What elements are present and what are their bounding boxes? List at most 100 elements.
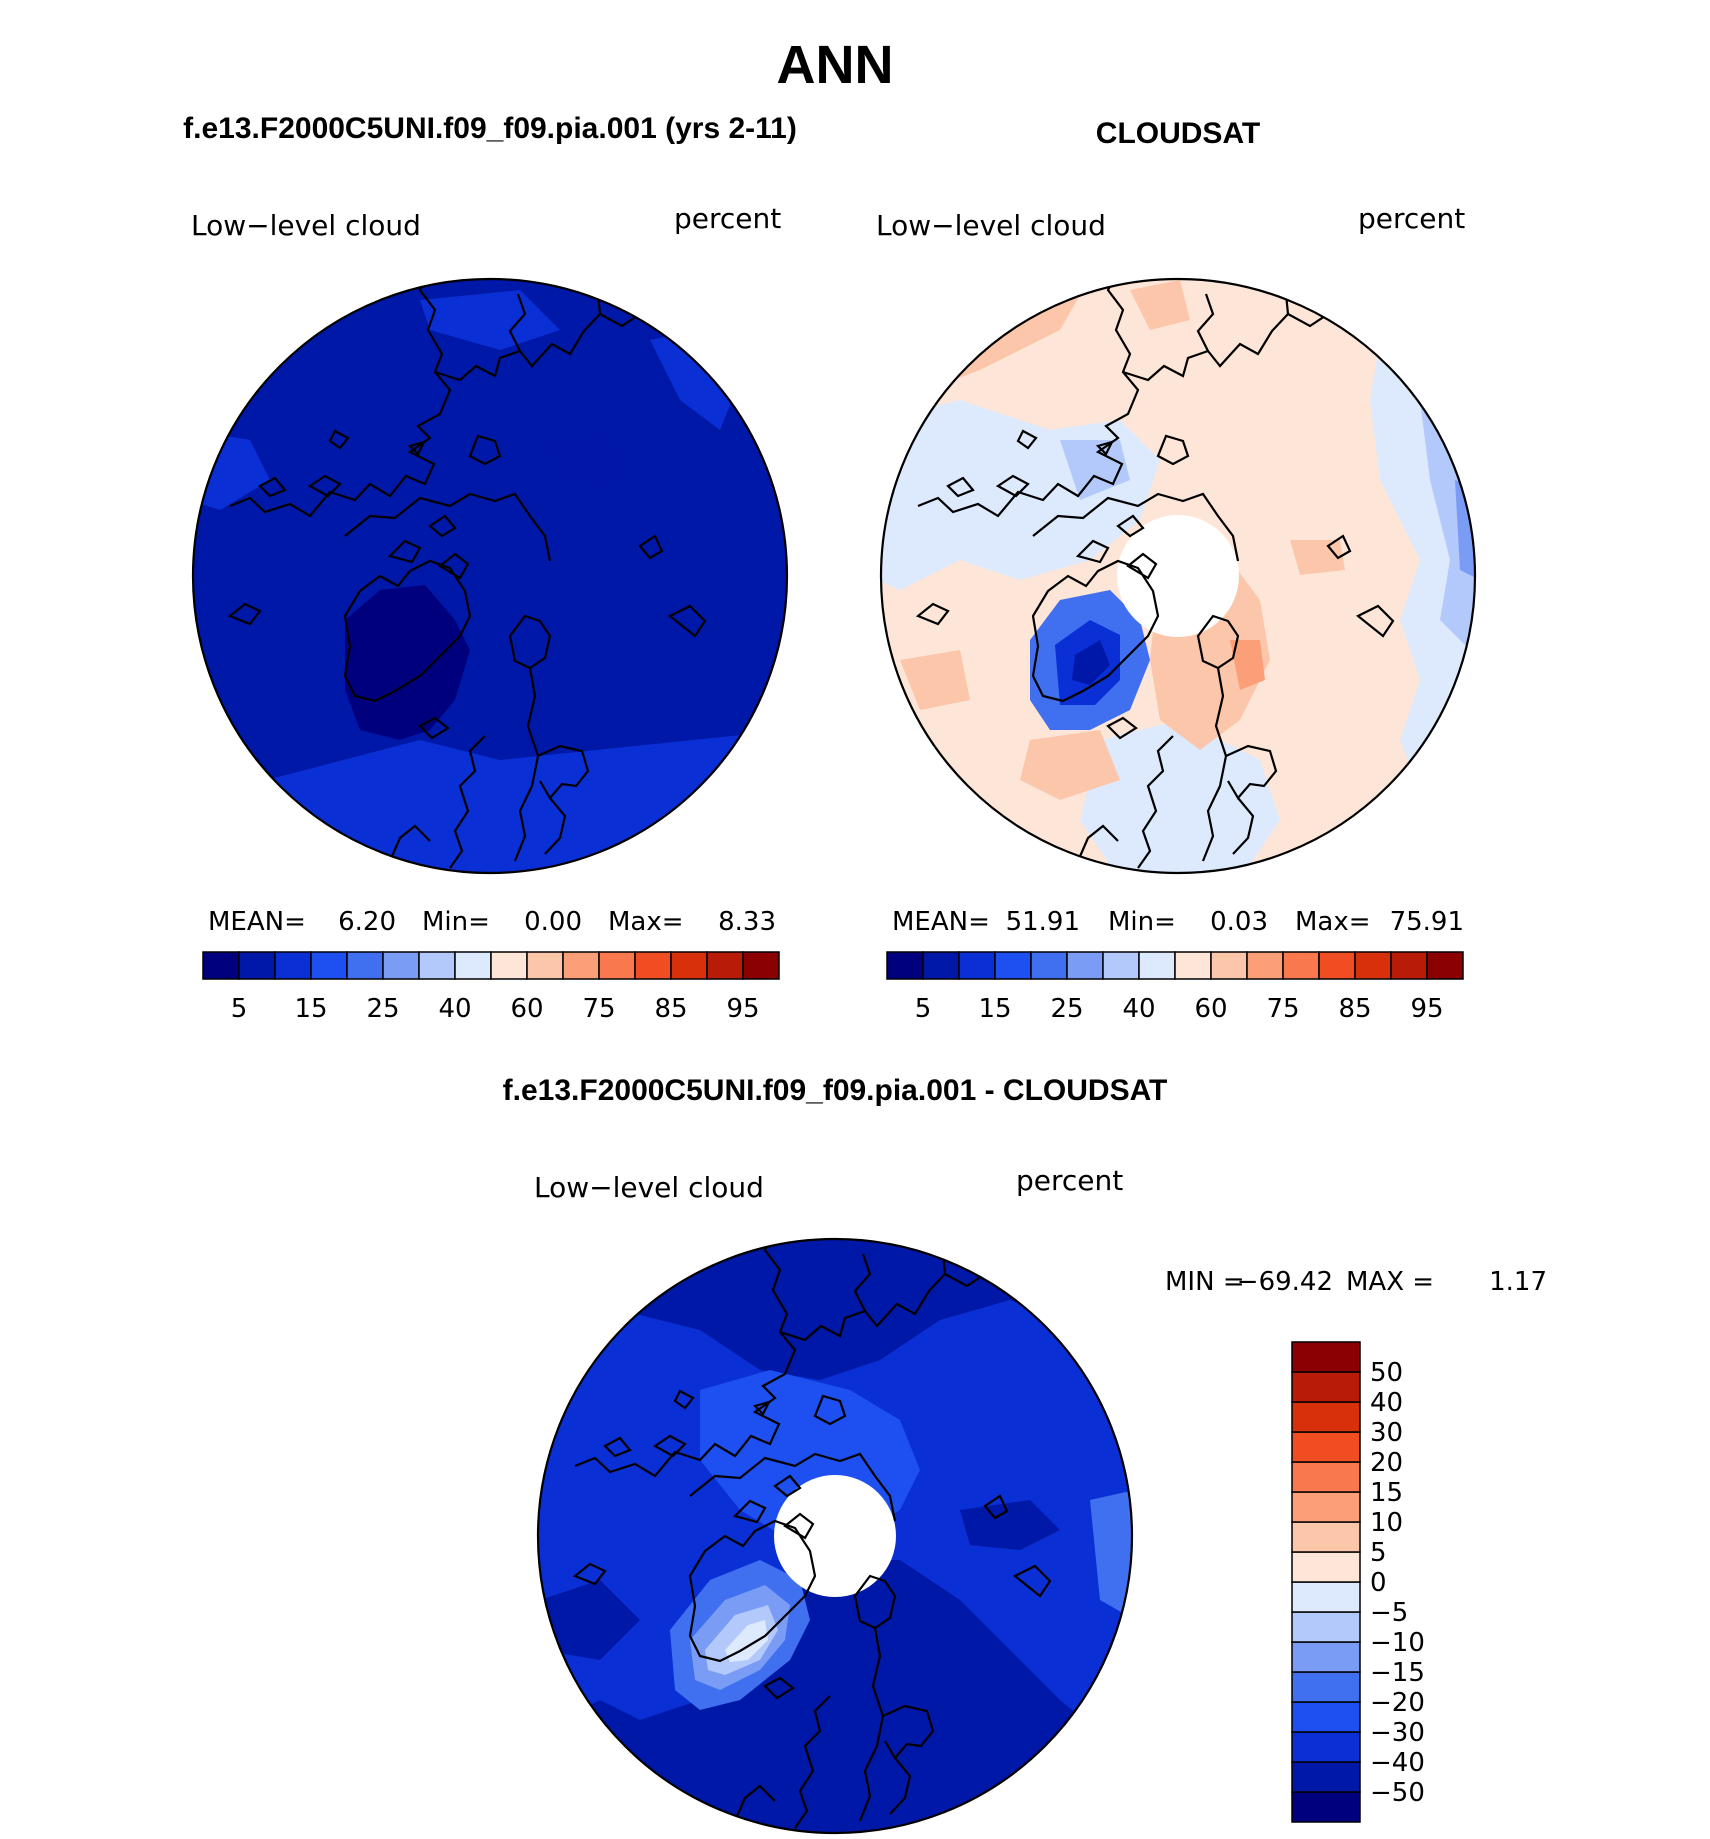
colorbar-model-swatch	[346, 951, 384, 980]
panel-obs-min-label: Min=	[1108, 907, 1176, 937]
colorbar-model-swatch	[490, 951, 528, 980]
colorbar-obs-label: 5	[915, 994, 932, 1024]
panel-obs-max-label: Max=	[1295, 907, 1371, 937]
colorbar-obs-swatch	[958, 951, 996, 980]
colorbar-model-label: 95	[726, 994, 759, 1024]
colorbar-diff-label: 40	[1370, 1388, 1403, 1418]
panel-diff: f.e13.F2000C5UNI.f09_f09.pia.001 - CLOUD…	[503, 1074, 1547, 1835]
colorbar-obs-swatch	[1354, 951, 1392, 980]
panel-model-stats: MEAN= 6.20 Min= 0.00 Max= 8.33	[208, 907, 776, 937]
colorbar-obs-swatch	[1066, 951, 1104, 980]
colorbar-diff-label: −40	[1370, 1748, 1425, 1778]
colorbar-obs-swatch	[1282, 951, 1320, 980]
panel-diff-variable: Low−level cloud	[534, 1171, 764, 1204]
colorbar-model-swatch	[310, 951, 348, 980]
colorbar-diff-label: 5	[1370, 1538, 1387, 1568]
colorbar-diff-label: −15	[1370, 1658, 1425, 1688]
colorbar-obs-swatch	[1318, 951, 1356, 980]
panel-obs-max-value: 75.91	[1390, 907, 1464, 937]
colorbar-diff-swatch	[1291, 1371, 1361, 1403]
colorbar-diff-label: 50	[1370, 1358, 1403, 1388]
colorbar-diff-swatch	[1291, 1671, 1361, 1703]
colorbar-diff-swatch	[1291, 1761, 1361, 1793]
colorbar-model-swatch	[670, 951, 708, 980]
colorbar-model-label: 75	[582, 994, 615, 1024]
colorbar-model-swatch	[454, 951, 492, 980]
colorbar-model-label: 5	[231, 994, 248, 1024]
panel-model-min-value: 0.00	[524, 907, 582, 937]
colorbar-diff-label: −20	[1370, 1688, 1425, 1718]
colorbar-diff-label: −30	[1370, 1718, 1425, 1748]
colorbar-obs-label: 95	[1410, 994, 1443, 1024]
colorbar-diff-swatch	[1291, 1491, 1361, 1523]
panel-model-units: percent	[674, 202, 781, 235]
colorbar-obs-label: 40	[1122, 994, 1155, 1024]
colorbar-obs-swatch	[1426, 951, 1464, 980]
map-diff-border	[536, 1237, 1134, 1835]
panel-diff-max-value: 1.17	[1489, 1267, 1547, 1297]
colorbar-obs-label: 60	[1194, 994, 1227, 1024]
panel-obs: CLOUDSAT Low−level cloud percent	[876, 117, 1477, 1024]
colorbar-obs-swatch	[1102, 951, 1140, 980]
panel-model-max-value: 8.33	[718, 907, 776, 937]
panel-obs-mean-value: 51.91	[1006, 907, 1080, 937]
colorbar-obs-swatch	[1210, 951, 1248, 980]
colorbar-diff-swatch	[1291, 1551, 1361, 1583]
colorbar-model-label: 25	[366, 994, 399, 1024]
colorbar-obs-swatch	[886, 951, 924, 980]
colorbar-obs-swatch	[1174, 951, 1212, 980]
colorbar-obs-label: 85	[1338, 994, 1371, 1024]
colorbar-model-swatch	[382, 951, 420, 980]
panel-obs-mean-label: MEAN=	[892, 907, 990, 937]
colorbar-model-label: 60	[510, 994, 543, 1024]
panel-model-mean-label: MEAN=	[208, 907, 306, 937]
colorbar-model-swatch	[526, 951, 564, 980]
colorbar-model-swatch	[634, 951, 672, 980]
colorbar-model-label: 85	[654, 994, 687, 1024]
map-diff	[538, 1239, 1132, 1833]
panel-obs-variable: Low−level cloud	[876, 209, 1106, 242]
colorbar-diff-swatch	[1291, 1581, 1361, 1613]
panel-obs-units: percent	[1358, 202, 1465, 235]
panel-obs-stats: MEAN= 51.91 Min= 0.03 Max= 75.91	[892, 907, 1464, 937]
panel-model-mean-value: 6.20	[338, 907, 396, 937]
map-obs-border	[879, 277, 1477, 875]
panel-diff-min-label: MIN =	[1165, 1267, 1245, 1297]
panel-obs-min-value: 0.03	[1210, 907, 1268, 937]
colorbar-diff-swatch	[1291, 1341, 1361, 1373]
panel-model-max-label: Max=	[608, 907, 684, 937]
colorbar-obs: 5 15 25 40 60 75 85 95	[886, 951, 1464, 1024]
colorbar-diff-label: −10	[1370, 1628, 1425, 1658]
colorbar-diff-swatch	[1291, 1791, 1361, 1823]
colorbar-obs-swatch	[1030, 951, 1068, 980]
panel-model-variable: Low−level cloud	[191, 209, 421, 242]
map-model-border	[191, 277, 789, 875]
colorbar-obs-label: 25	[1050, 994, 1083, 1024]
colorbar-model: 5 15 25 40 60 75 85 95	[202, 951, 780, 1024]
colorbar-obs-swatch	[994, 951, 1032, 980]
colorbar-model-swatch	[418, 951, 456, 980]
colorbar-diff-swatch	[1291, 1431, 1361, 1463]
colorbar-obs-swatch	[1246, 951, 1284, 980]
panel-diff-min-value: −69.42	[1237, 1267, 1333, 1297]
colorbar-diff-label: 30	[1370, 1418, 1403, 1448]
colorbar-model-label: 15	[294, 994, 327, 1024]
colorbar-model-swatch	[238, 951, 276, 980]
colorbar-model-label: 40	[438, 994, 471, 1024]
colorbar-model-swatch	[274, 951, 312, 980]
colorbar-obs-label: 15	[978, 994, 1011, 1024]
panel-model-title: f.e13.F2000C5UNI.f09_f09.pia.001 (yrs 2-…	[183, 112, 797, 145]
colorbar-model-swatch	[706, 951, 744, 980]
colorbar-model-swatch	[562, 951, 600, 980]
colorbar-diff-label: 15	[1370, 1478, 1403, 1508]
colorbar-diff-swatch	[1291, 1461, 1361, 1493]
panel-model: f.e13.F2000C5UNI.f09_f09.pia.001 (yrs 2-…	[183, 112, 797, 1024]
panel-diff-title: f.e13.F2000C5UNI.f09_f09.pia.001 - CLOUD…	[503, 1074, 1168, 1107]
colorbar-diff-label: −5	[1370, 1598, 1408, 1628]
colorbar-diff-swatch	[1291, 1611, 1361, 1643]
colorbar-model-swatch	[598, 951, 636, 980]
colorbar-diff-label: 0	[1370, 1568, 1387, 1598]
panel-model-min-label: Min=	[422, 907, 490, 937]
colorbar-diff-swatch	[1291, 1701, 1361, 1733]
